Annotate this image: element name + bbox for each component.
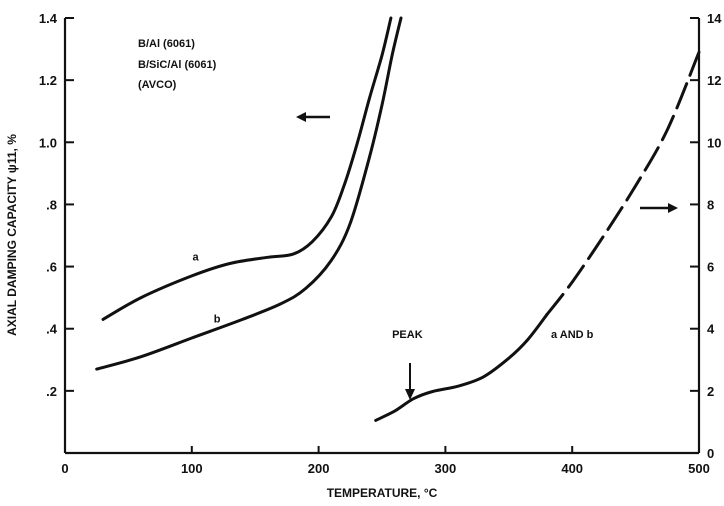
left-pointing-arrow bbox=[296, 112, 330, 122]
legend-line-3: (AVCO) bbox=[138, 79, 177, 91]
right-y-tick-label: 10 bbox=[707, 135, 721, 150]
right-y-tick-label: 6 bbox=[707, 260, 714, 275]
right-pointing-arrow bbox=[640, 203, 678, 213]
right-y-tick-label: 12 bbox=[707, 73, 721, 88]
left-y-tick-label: 1.4 bbox=[39, 11, 58, 26]
series-line-dashed-3 bbox=[545, 50, 701, 317]
annotation-label: PEAK bbox=[392, 329, 423, 341]
x-tick-label: 100 bbox=[181, 461, 203, 476]
x-tick-label: 0 bbox=[61, 461, 68, 476]
series-line-solid-2 bbox=[374, 313, 549, 422]
y-axis-title: AXIAL DAMPING CAPACITY ψ11, % bbox=[5, 134, 19, 336]
annotation-label: a bbox=[193, 251, 200, 263]
left-y-tick-label: 1.2 bbox=[39, 73, 57, 88]
left-y-tick-label: 1.0 bbox=[39, 135, 57, 150]
left-y-tick-label: .8 bbox=[46, 197, 57, 212]
tick-marks bbox=[64, 17, 700, 454]
right-y-tick-label: 0 bbox=[707, 446, 714, 461]
left-y-tick-label: .6 bbox=[46, 260, 57, 275]
legend-line-1: B/Al (6061) bbox=[138, 38, 195, 50]
annotation-label: a AND b bbox=[551, 329, 594, 341]
right-y-tick-label: 8 bbox=[707, 197, 714, 212]
peak-arrow bbox=[405, 363, 415, 400]
left-y-tick-label: .2 bbox=[46, 384, 57, 399]
series-line-solid-0 bbox=[101, 16, 393, 321]
x-axis-title: TEMPERATURE, °C bbox=[327, 486, 438, 500]
series-lines bbox=[95, 16, 701, 422]
x-tick-label: 300 bbox=[435, 461, 457, 476]
annotation-label: b bbox=[214, 314, 221, 326]
right-y-tick-label: 4 bbox=[707, 322, 715, 337]
legend: B/Al (6061) B/SiC/Al (6061) (AVCO) bbox=[138, 38, 217, 91]
x-tick-label: 500 bbox=[688, 461, 710, 476]
legend-line-2: B/SiC/Al (6061) bbox=[138, 59, 217, 71]
axes-frame bbox=[63, 18, 701, 455]
right-y-tick-label: 14 bbox=[707, 11, 722, 26]
right-y-tick-label: 2 bbox=[707, 384, 714, 399]
left-y-tick-label: .4 bbox=[46, 322, 58, 337]
series-line-solid-1 bbox=[95, 16, 403, 371]
x-tick-label: 200 bbox=[308, 461, 330, 476]
x-tick-label: 400 bbox=[561, 461, 583, 476]
tick-labels: 0 100 200 300 400 500 .2 .4 .6 .8 1.0 1.2 1.4 0 2 4 6 8 10… bbox=[39, 11, 722, 476]
annotations: a b PEAK a AND b bbox=[193, 251, 594, 341]
